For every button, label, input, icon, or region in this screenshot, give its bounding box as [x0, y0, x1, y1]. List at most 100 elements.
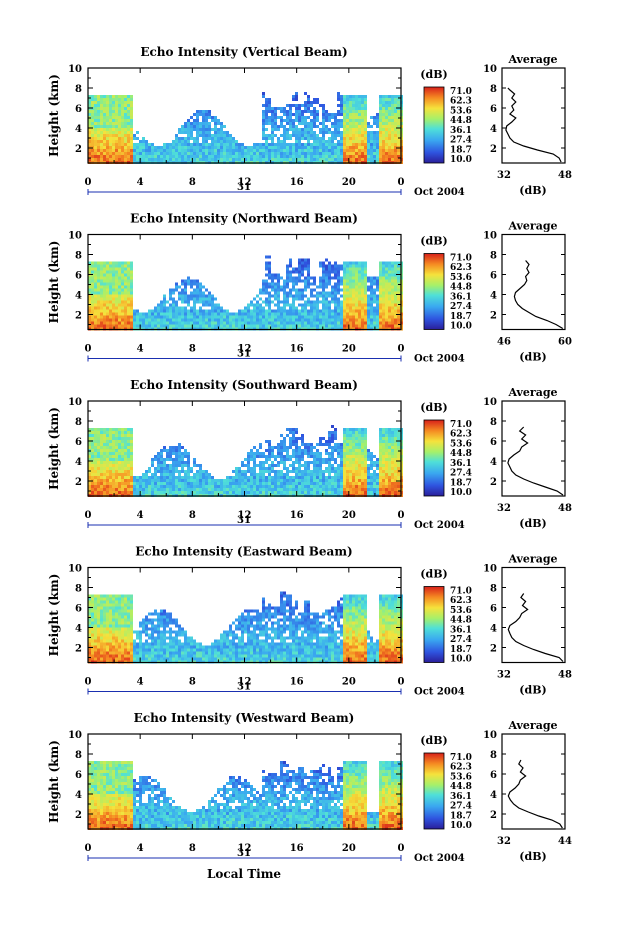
- heatmap-cell: [121, 431, 124, 434]
- heatmap-cell: [370, 143, 373, 146]
- heatmap-cell: [361, 101, 364, 104]
- heatmap-cell: [325, 149, 328, 152]
- heatmap-cell: [232, 149, 235, 152]
- heatmap-cell: [163, 461, 166, 464]
- heatmap-cell: [307, 455, 310, 458]
- heatmap-cell: [346, 104, 349, 107]
- heatmap-cell: [289, 482, 292, 485]
- heatmap-cell: [100, 119, 103, 122]
- heatmap-cell: [235, 312, 238, 316]
- heatmap-cell: [313, 446, 316, 449]
- heatmap-cell: [340, 131, 343, 134]
- heatmap-cell: [304, 443, 307, 446]
- heatmap-cell: [268, 122, 271, 125]
- heatmap-cell: [358, 122, 361, 125]
- heatmap-cell: [259, 149, 262, 152]
- heatmap-cell: [190, 122, 193, 125]
- heatmap-cell: [268, 158, 271, 161]
- heatmap-cell: [247, 455, 250, 458]
- heatmap-cell: [268, 309, 271, 313]
- heatmap-cell: [343, 291, 346, 295]
- heatmap-cell: [112, 273, 115, 277]
- heatmap-cell: [247, 482, 250, 485]
- heatmap-cell: [196, 294, 199, 298]
- heatmap-cell: [301, 488, 304, 491]
- heatmap-cell: [349, 134, 352, 137]
- heatmap-cell: [286, 485, 289, 488]
- heatmap-cell: [100, 479, 103, 482]
- heatmap-cell: [205, 318, 208, 322]
- heatmap-cell: [202, 297, 205, 301]
- heatmap-cell: [289, 110, 292, 113]
- heatmap-cell: [328, 488, 331, 491]
- heatmap-cell: [112, 476, 115, 479]
- heatmap-cell: [379, 291, 382, 295]
- heatmap-cell: [220, 488, 223, 491]
- heatmap-cell: [382, 318, 385, 322]
- colorbar-unit: (dB): [420, 235, 447, 248]
- heatmap-cell: [157, 306, 160, 310]
- heatmap-cell: [358, 125, 361, 128]
- heatmap-cell: [268, 300, 271, 304]
- panel-title: Echo Intensity (Southward Beam): [130, 378, 358, 392]
- heatmap-cell: [382, 131, 385, 134]
- heatmap-cell: [217, 158, 220, 161]
- heatmap-cell: [211, 297, 214, 301]
- heatmap-cell: [91, 452, 94, 455]
- heatmap-cell: [193, 309, 196, 313]
- heatmap-cell: [292, 476, 295, 479]
- heatmap-cell: [166, 452, 169, 455]
- heatmap-cell: [316, 455, 319, 458]
- heatmap-cell: [244, 149, 247, 152]
- heatmap-cell: [103, 152, 106, 155]
- heatmap-cell: [274, 146, 277, 149]
- heatmap-cell: [178, 315, 181, 319]
- heatmap-cell: [106, 449, 109, 452]
- heatmap-cell: [226, 131, 229, 134]
- heatmap-cell: [391, 95, 394, 98]
- heatmap-cell: [91, 155, 94, 158]
- heatmap-cell: [382, 273, 385, 277]
- heatmap-cell: [316, 485, 319, 488]
- heatmap-cell: [112, 446, 115, 449]
- heatmap-cell: [103, 98, 106, 101]
- heatmap-cell: [181, 306, 184, 310]
- heatmap-cell: [385, 312, 388, 316]
- heatmap-cell: [217, 155, 220, 158]
- heatmap-cell: [361, 291, 364, 295]
- heatmap-cell: [118, 285, 121, 289]
- heatmap-cell: [289, 134, 292, 137]
- heatmap-cell: [328, 291, 331, 295]
- heatmap-cell: [361, 146, 364, 149]
- heatmap-cell: [391, 107, 394, 110]
- heatmap-cell: [301, 482, 304, 485]
- heatmap-cell: [274, 464, 277, 467]
- heatmap-cell: [298, 149, 301, 152]
- heatmap-cell: [343, 110, 346, 113]
- heatmap-cell: [325, 279, 328, 283]
- heatmap-cell: [178, 146, 181, 149]
- heatmap-cell: [352, 261, 355, 265]
- heatmap-cell: [253, 458, 256, 461]
- heatmap-cell: [385, 155, 388, 158]
- heatmap-cell: [208, 482, 211, 485]
- x-tick-label: 4: [137, 177, 144, 188]
- heatmap-cell: [358, 428, 361, 431]
- heatmap-cell: [88, 467, 91, 470]
- heatmap-cell: [121, 131, 124, 134]
- heatmap-cell: [91, 473, 94, 476]
- heatmap-cell: [103, 449, 106, 452]
- heatmap-cell: [283, 137, 286, 140]
- heatmap-cell: [391, 113, 394, 116]
- heatmap-cell: [391, 291, 394, 295]
- heatmap-cell: [244, 464, 247, 467]
- heatmap-cell: [319, 318, 322, 322]
- heatmap-cell: [334, 318, 337, 322]
- heatmap-cell: [97, 455, 100, 458]
- heatmap-cell: [193, 321, 196, 325]
- heatmap-cell: [265, 491, 268, 494]
- heatmap-cell: [280, 461, 283, 464]
- heatmap-cell: [376, 116, 379, 119]
- heatmap-cell: [292, 134, 295, 137]
- heatmap-cell: [100, 98, 103, 101]
